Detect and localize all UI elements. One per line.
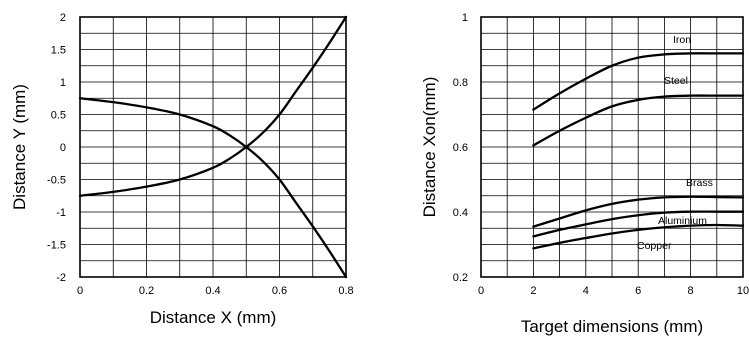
series-label-aluminium: Aluminium — [658, 215, 707, 227]
y-tick-label: 1 — [60, 77, 66, 89]
y-tick-label: 1.5 — [51, 45, 66, 57]
y-axis-title: Distance Xon(mm) — [420, 77, 439, 218]
x-tick-label: 4 — [583, 285, 589, 297]
x-axis-title: Distance X (mm) — [150, 308, 277, 327]
y-tick-label: 0.6 — [453, 142, 468, 154]
y-tick-label: -1 — [56, 207, 66, 219]
y-tick-label: 0 — [60, 142, 66, 154]
x-tick-label: 0.4 — [205, 285, 220, 297]
chart-1: 2 1.5 1 0.5 0 -0.5 -1 -1.5 -2 0 0.2 0.4 0.6 0.8 Distan… — [10, 12, 354, 327]
y-tick-label: 0.8 — [453, 77, 468, 89]
y-axis-title: Distance Y (mm) — [10, 84, 29, 210]
x-tick-label: 10 — [737, 285, 749, 297]
series-line-brass — [532, 195, 745, 228]
plot-frame — [480, 16, 744, 278]
x-tick-label: 0 — [478, 285, 484, 297]
plot-frame — [79, 16, 347, 278]
y-tick-label: 0.2 — [453, 272, 468, 284]
series-label-steel: Steel — [664, 75, 688, 87]
x-axis-title: Target dimensions (mm) — [521, 317, 703, 336]
y-tick-label: -1.5 — [47, 240, 66, 252]
y-tick-label: -2 — [56, 272, 66, 284]
series-label-brass: Brass — [686, 177, 713, 189]
series-line-steel — [532, 94, 745, 147]
x-tick-label: 0.2 — [139, 285, 154, 297]
series-label-copper: Copper — [637, 240, 672, 252]
y-tick-label: 0.5 — [51, 110, 66, 122]
series-line-copper — [532, 223, 745, 250]
series-line-aluminium — [532, 210, 745, 238]
y-tick-label: -0.5 — [47, 175, 66, 187]
chart-grid — [481, 17, 743, 277]
x-tick-label: 0.8 — [338, 285, 353, 297]
series-line-2 — [78, 97, 348, 279]
x-tick-label: 2 — [530, 285, 536, 297]
x-tick-label: 8 — [688, 285, 694, 297]
x-tick-label: 0.6 — [272, 285, 287, 297]
x-tick-label: 0 — [77, 285, 83, 297]
series-label-iron: Iron — [673, 34, 691, 46]
chart-2: 1 0.8 0.6 0.4 0.2 0 2 4 6 8 10 Target dimensions (m… — [420, 12, 749, 336]
y-tick-label: 2 — [60, 12, 66, 24]
x-tick-label: 6 — [635, 285, 641, 297]
chart-grid — [80, 17, 346, 277]
y-tick-label: 1 — [462, 12, 468, 24]
y-tick-label: 0.4 — [453, 207, 468, 219]
series-line-iron — [532, 52, 745, 111]
